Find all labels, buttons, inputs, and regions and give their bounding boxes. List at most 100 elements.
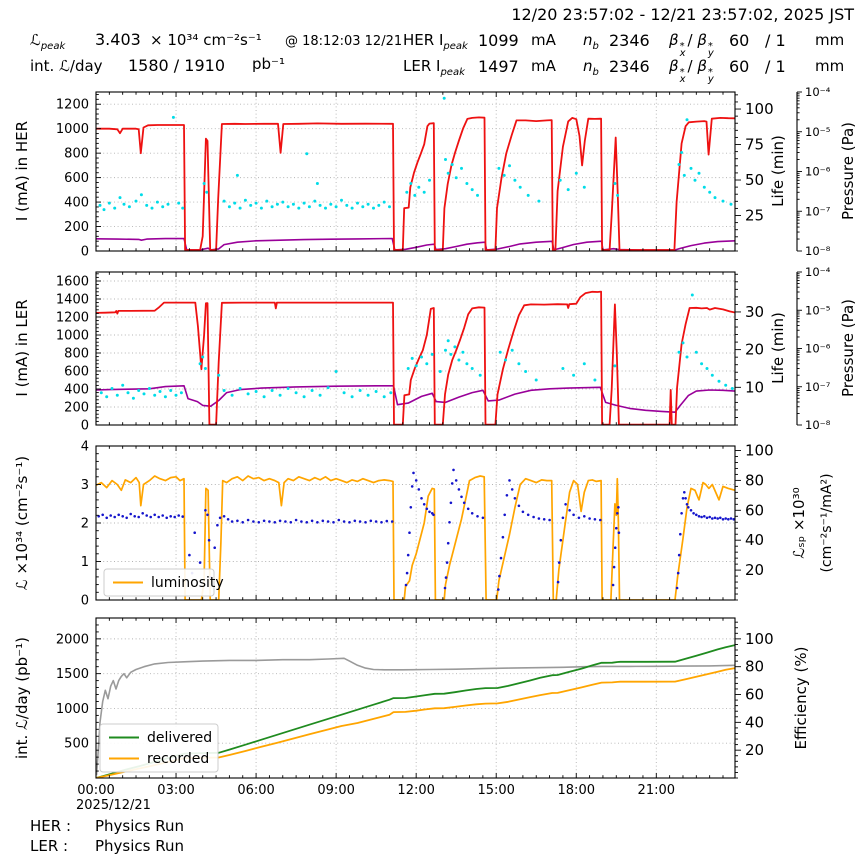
data-point bbox=[374, 520, 378, 523]
data-point bbox=[616, 512, 619, 515]
her-status-value: Physics Run bbox=[95, 817, 185, 835]
her-life-axis-label: Life (min) bbox=[769, 135, 787, 207]
data-point bbox=[420, 497, 423, 500]
data-point bbox=[457, 488, 461, 491]
data-point bbox=[559, 538, 563, 542]
data-point bbox=[462, 501, 466, 505]
data-point bbox=[153, 513, 156, 517]
right-tick-label: 25 bbox=[745, 207, 764, 225]
data-point bbox=[382, 200, 386, 204]
legend-label: recorded bbox=[147, 751, 209, 767]
y-tick-label: 4 bbox=[81, 440, 89, 455]
data-point bbox=[697, 515, 701, 518]
plot-integrated: 500 1000 1500 2000 20 40 60 80 100 00:00 03:00 06:0… bbox=[56, 617, 774, 798]
data-point bbox=[358, 520, 362, 523]
data-point bbox=[102, 208, 106, 212]
data-point bbox=[161, 205, 165, 209]
her-nb-label: nb bbox=[583, 31, 599, 52]
pressure-tick-label: 10⁻⁸ bbox=[805, 244, 831, 258]
y-tick-label: 800 bbox=[64, 147, 89, 162]
data-point bbox=[332, 521, 335, 524]
data-point bbox=[677, 553, 681, 557]
right-tick-label: 20 bbox=[745, 741, 764, 759]
data-point bbox=[246, 518, 250, 522]
data-point bbox=[685, 118, 689, 122]
data-point bbox=[252, 520, 255, 523]
data-point bbox=[443, 586, 447, 590]
y-tick-label: 500 bbox=[64, 737, 89, 752]
data-point bbox=[708, 515, 711, 519]
data-point bbox=[262, 519, 266, 523]
data-point bbox=[422, 190, 426, 194]
data-point bbox=[227, 205, 231, 209]
data-point bbox=[561, 516, 565, 520]
data-point bbox=[230, 520, 234, 523]
data-point bbox=[501, 535, 505, 539]
data-point bbox=[310, 389, 314, 392]
pressure-tick-label: 10⁻⁷ bbox=[805, 380, 831, 394]
data-point bbox=[504, 358, 507, 362]
data-point bbox=[685, 503, 689, 506]
date-range: 12/20 23:57:02 - 12/21 23:57:02, 2025 JS… bbox=[511, 5, 854, 24]
ler-nb-label: nb bbox=[583, 57, 599, 78]
plot-her: 0 200 400 600 800 1000 1200 25 50 75 100 10⁻⁴ 10⁻⁵ 10… bbox=[56, 85, 831, 260]
ler-lifetime-line bbox=[96, 385, 735, 413]
data-point bbox=[203, 367, 207, 370]
x-tick-label: 18:00 bbox=[558, 783, 595, 798]
data-point bbox=[408, 531, 411, 534]
plot-frame bbox=[95, 91, 736, 252]
data-point bbox=[388, 205, 391, 209]
data-point bbox=[446, 541, 450, 545]
right-tick-label: 20 bbox=[745, 341, 764, 359]
data-point bbox=[226, 518, 230, 521]
lpeak-timestamp: @ 18:12:03 12/21 bbox=[285, 34, 403, 49]
data-point bbox=[390, 520, 394, 523]
data-point bbox=[438, 370, 442, 373]
data-point bbox=[675, 586, 679, 590]
data-point bbox=[412, 471, 415, 475]
data-point bbox=[207, 538, 211, 542]
data-point bbox=[127, 205, 131, 209]
data-point bbox=[118, 196, 122, 200]
data-point bbox=[616, 193, 620, 197]
data-point bbox=[478, 373, 482, 377]
data-point bbox=[503, 513, 507, 517]
data-point bbox=[526, 193, 530, 197]
data-point bbox=[724, 517, 727, 520]
data-point bbox=[409, 506, 413, 509]
ler-current-value: 1497 bbox=[478, 57, 519, 76]
y-tick-label: 400 bbox=[64, 196, 89, 211]
data-point bbox=[682, 173, 686, 177]
data-point bbox=[425, 362, 429, 366]
data-point bbox=[236, 519, 239, 523]
data-point bbox=[524, 370, 528, 373]
data-point bbox=[680, 512, 683, 515]
data-point bbox=[466, 507, 470, 511]
data-point bbox=[470, 188, 474, 192]
data-point bbox=[510, 488, 514, 491]
y-tick-label: 2000 bbox=[56, 632, 89, 647]
data-point bbox=[676, 571, 680, 575]
data-point bbox=[300, 520, 303, 523]
y-tick-label: 1000 bbox=[56, 702, 89, 717]
data-point bbox=[243, 198, 247, 202]
series-layer bbox=[96, 468, 735, 600]
her-ipeak-label: HER Ipeak bbox=[403, 31, 468, 52]
data-point bbox=[315, 182, 319, 185]
lpeak-unit: × 10³⁴ cm⁻²s⁻¹ bbox=[150, 31, 262, 49]
x-axis-date: 2025/12/21 bbox=[76, 798, 151, 813]
x-tick-label: 03:00 bbox=[157, 783, 194, 798]
intlum-value: 1580 / 1910 bbox=[128, 56, 225, 75]
data-point bbox=[448, 521, 451, 524]
y-tick-label: 800 bbox=[64, 347, 89, 362]
data-point bbox=[150, 206, 154, 210]
data-point bbox=[153, 393, 157, 397]
data-point bbox=[457, 358, 461, 362]
data-point bbox=[350, 395, 354, 399]
data-point bbox=[204, 509, 207, 512]
data-point bbox=[508, 164, 511, 168]
right-tick-label: 30 bbox=[745, 303, 764, 321]
data-point bbox=[611, 583, 615, 587]
plot-luminosity: 0 1 2 3 4 20 40 60 80 100 luminosity bbox=[81, 440, 774, 609]
data-point bbox=[537, 517, 541, 520]
